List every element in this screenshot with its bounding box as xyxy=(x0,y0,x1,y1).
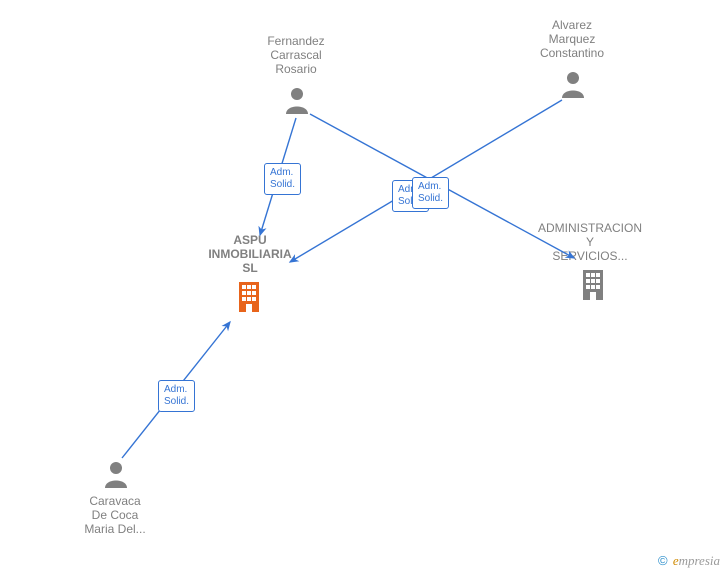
edge-label: Adm.Solid. xyxy=(158,380,195,412)
edge-label: Adm.Solid. xyxy=(412,177,449,209)
edge-label: Adm.Solid. xyxy=(264,163,301,195)
edges-layer xyxy=(0,0,728,575)
